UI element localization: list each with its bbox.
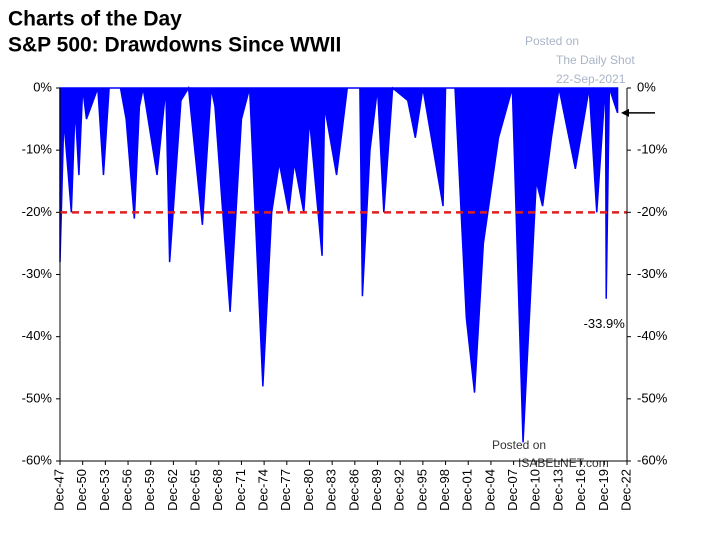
watermark: 22-Sep-2021	[556, 72, 626, 86]
y2-tick-label: 0%	[637, 79, 656, 94]
source: ISABELNET.com	[518, 456, 609, 470]
annotation: -33.9%	[584, 316, 626, 331]
x-tick-label: Dec-98	[437, 469, 452, 511]
source: Posted on	[492, 438, 546, 452]
x-tick-label: Dec-07	[505, 469, 520, 511]
x-tick-label: Dec-53	[97, 469, 112, 511]
y-tick-label: -10%	[22, 142, 53, 157]
x-tick-label: Dec-80	[301, 469, 316, 511]
y-tick-label: 0%	[33, 79, 52, 94]
y-tick-label: -30%	[22, 266, 53, 281]
watermark: Posted on	[525, 34, 579, 48]
x-tick-label: Dec-47	[51, 469, 66, 511]
x-tick-label: Dec-56	[119, 469, 134, 511]
x-tick-label: Dec-01	[460, 469, 475, 511]
y2-tick-label: -60%	[637, 452, 668, 467]
x-tick-label: Dec-74	[256, 469, 271, 511]
x-tick-label: Dec-19	[596, 469, 611, 511]
x-tick-label: Dec-83	[324, 469, 339, 511]
y2-tick-label: -30%	[637, 266, 668, 281]
x-tick-label: Dec-65	[188, 469, 203, 511]
x-tick-label: Dec-68	[210, 469, 225, 511]
x-tick-label: Dec-59	[142, 469, 157, 511]
y-tick-label: -50%	[22, 390, 53, 405]
x-tick-label: Dec-16	[573, 469, 588, 511]
current-arrowhead	[621, 108, 629, 117]
y2-tick-label: -50%	[637, 390, 668, 405]
watermark: The Daily Shot	[556, 53, 635, 67]
y2-tick-label: -40%	[637, 328, 668, 343]
x-tick-label: Dec-62	[165, 469, 180, 511]
x-tick-label: Dec-92	[392, 469, 407, 511]
y-tick-label: -20%	[22, 204, 53, 219]
y2-tick-label: -20%	[637, 204, 668, 219]
x-tick-label: Dec-10	[528, 469, 543, 511]
x-tick-label: Dec-04	[482, 469, 497, 511]
y-tick-label: -40%	[22, 328, 53, 343]
x-tick-label: Dec-77	[278, 469, 293, 511]
x-tick-label: Dec-13	[550, 469, 565, 511]
x-tick-label: Dec-86	[346, 469, 361, 511]
x-tick-label: Dec-71	[233, 469, 248, 511]
x-tick-label: Dec-22	[618, 469, 633, 511]
chart-subtitle: S&P 500: Drawdowns Since WWII	[8, 34, 341, 57]
x-tick-label: Dec-89	[369, 469, 384, 511]
chart-title: Charts of the Day	[8, 8, 182, 31]
y2-tick-label: -10%	[637, 142, 668, 157]
x-tick-label: Dec-95	[414, 469, 429, 511]
x-tick-label: Dec-50	[74, 469, 89, 511]
y-tick-label: -60%	[22, 452, 53, 467]
drawdown-area	[59, 85, 619, 443]
